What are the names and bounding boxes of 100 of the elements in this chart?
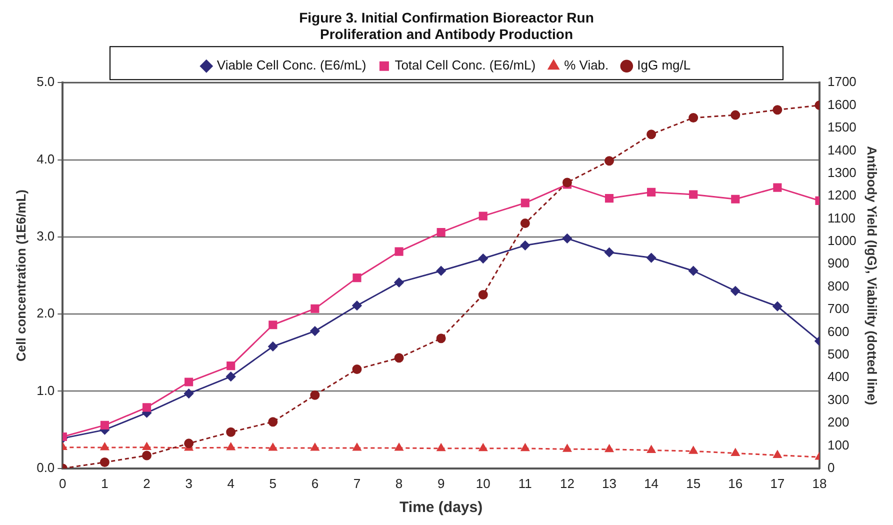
point bbox=[562, 178, 572, 188]
point bbox=[268, 443, 278, 451]
y-axis-title: Cell concentration (1E6/mL) bbox=[13, 190, 28, 362]
legend-label: Total Cell Conc. (E6/mL) bbox=[394, 58, 536, 73]
point bbox=[184, 438, 194, 448]
x-tick-label: 4 bbox=[227, 476, 234, 491]
point bbox=[520, 240, 530, 250]
y2-tick-label: 400 bbox=[827, 369, 850, 384]
y2-tick-label: 100 bbox=[827, 437, 850, 452]
y-tick-label: 4.0 bbox=[36, 151, 55, 166]
y2-tick-label: 1300 bbox=[827, 164, 856, 180]
y2-tick-label: 900 bbox=[827, 256, 850, 271]
y-tick-label: 2.0 bbox=[36, 306, 55, 321]
point bbox=[352, 364, 362, 374]
point bbox=[184, 388, 194, 398]
x-tick-label: 17 bbox=[770, 476, 785, 491]
point bbox=[562, 234, 572, 244]
x-tick-label: 13 bbox=[602, 476, 616, 491]
point bbox=[773, 183, 782, 192]
x-tick-label: 7 bbox=[353, 476, 361, 491]
point bbox=[647, 188, 656, 196]
x-axis-title: Time (days) bbox=[400, 499, 483, 516]
point bbox=[604, 248, 614, 258]
x-tick-label: 0 bbox=[59, 476, 66, 491]
point bbox=[520, 218, 530, 228]
point bbox=[478, 290, 488, 300]
x-tick-label: 8 bbox=[395, 476, 403, 491]
y2-tick-label: 800 bbox=[827, 278, 850, 294]
point bbox=[100, 442, 109, 450]
y2-tick-label: 1200 bbox=[827, 188, 856, 203]
legend-label: % Viab. bbox=[564, 58, 609, 73]
y-tick-label: 1.0 bbox=[36, 382, 55, 398]
point bbox=[520, 444, 530, 452]
point bbox=[394, 443, 404, 451]
point bbox=[394, 278, 404, 288]
point bbox=[226, 372, 236, 382]
point bbox=[352, 443, 362, 451]
point bbox=[730, 286, 740, 296]
point bbox=[394, 247, 404, 256]
x-tick-label: 18 bbox=[812, 476, 827, 491]
point bbox=[310, 304, 320, 313]
x-tick-label: 16 bbox=[728, 476, 743, 491]
point bbox=[520, 198, 530, 208]
point bbox=[142, 403, 152, 412]
point bbox=[773, 450, 782, 458]
point bbox=[184, 378, 194, 386]
y2-tick-label: 300 bbox=[827, 392, 850, 407]
chart-title: Figure 3. Initial Confirmation Bioreactor Run bbox=[299, 9, 594, 26]
point bbox=[478, 212, 488, 220]
y2-tick-label: 500 bbox=[827, 346, 850, 362]
point bbox=[352, 300, 362, 310]
y2-tick-label: 1600 bbox=[827, 96, 856, 112]
point bbox=[604, 156, 614, 166]
point bbox=[142, 450, 152, 460]
y-tick-label: 0.0 bbox=[36, 460, 55, 475]
y2-tick-label: 200 bbox=[827, 414, 850, 430]
point bbox=[478, 444, 488, 452]
chart-subtitle: Proliferation and Antibody Production bbox=[320, 26, 574, 42]
y2-tick-label: 1000 bbox=[827, 233, 856, 248]
point bbox=[688, 266, 698, 276]
point bbox=[100, 420, 109, 430]
x-tick-label: 3 bbox=[185, 476, 192, 491]
x-tick-label: 15 bbox=[686, 476, 701, 491]
x-tick-label: 12 bbox=[560, 476, 574, 491]
point bbox=[100, 458, 110, 468]
point bbox=[268, 417, 278, 427]
y-tick-label: 5.0 bbox=[36, 74, 55, 90]
point bbox=[731, 194, 740, 204]
point bbox=[605, 444, 614, 452]
point bbox=[772, 302, 782, 312]
point bbox=[226, 361, 236, 370]
point bbox=[226, 427, 236, 437]
x-tick-label: 5 bbox=[269, 476, 277, 491]
point bbox=[352, 274, 362, 282]
point bbox=[562, 444, 572, 452]
point bbox=[436, 334, 446, 344]
point bbox=[394, 353, 404, 363]
y2-tick-label: 600 bbox=[827, 324, 850, 339]
point bbox=[436, 444, 446, 452]
y2-axis-title: Antibody Yield (IgG), Viability (dotted line) bbox=[864, 146, 880, 406]
point bbox=[310, 390, 320, 400]
point bbox=[268, 320, 278, 330]
point bbox=[647, 445, 656, 453]
x-tick-label: 2 bbox=[143, 476, 150, 491]
point bbox=[689, 446, 698, 454]
point bbox=[268, 342, 278, 352]
point bbox=[436, 266, 446, 276]
y2-tick-label: 1100 bbox=[827, 210, 856, 226]
point bbox=[646, 253, 656, 263]
legend-label: IgG mg/L bbox=[637, 58, 691, 73]
y2-tick-label: 1400 bbox=[827, 142, 856, 158]
point bbox=[689, 190, 698, 199]
y2-tick-label: 700 bbox=[827, 301, 850, 316]
x-tick-label: 9 bbox=[437, 476, 445, 491]
x-tick-label: 10 bbox=[476, 476, 490, 491]
y2-tick-label: 1700 bbox=[827, 74, 856, 90]
y2-tick-label: 0 bbox=[827, 460, 835, 475]
point bbox=[688, 113, 698, 123]
point bbox=[772, 105, 782, 115]
point bbox=[310, 443, 320, 451]
